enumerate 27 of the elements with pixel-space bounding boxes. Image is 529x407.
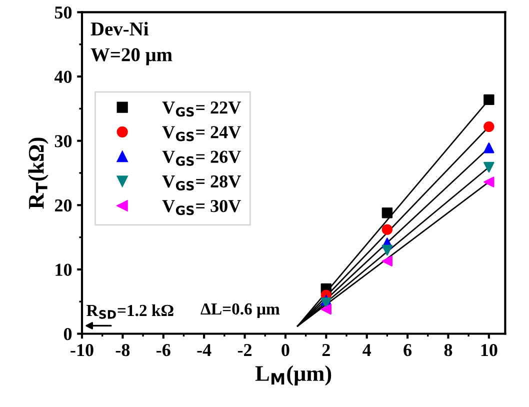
legend-title: Dev-Ni W=20 μm	[90, 22, 172, 66]
annotation: ΔL=0.6 μm	[200, 303, 280, 318]
y-tick-label: 30	[54, 135, 72, 148]
y-tick-label: 50	[54, 6, 72, 19]
x-tick-label: 10	[481, 344, 498, 356]
legend-label: V$_{GS}$= 30V	[162, 200, 241, 216]
x-tick-label: -2	[238, 344, 252, 356]
y-tick-label: 20	[54, 199, 72, 212]
x-tick-label: -4	[197, 344, 212, 356]
legend-label: V$_{GS}$= 24V	[162, 126, 241, 142]
y-tick-label: 0	[64, 328, 72, 340]
x-tick-label: -6	[156, 344, 170, 356]
legend-label: V$_{GS}$= 22V	[162, 102, 241, 117]
x-tick-label: -8	[116, 344, 130, 356]
x-tick-label: -10	[70, 344, 94, 356]
legend-label: V$_{GS}$= 26V	[162, 150, 241, 166]
x-tick-label: 2	[322, 344, 330, 356]
x-tick-label: 4	[362, 344, 372, 356]
legend-label: V$_{GS}$= 28V	[162, 175, 241, 191]
annotation: R$_{SD}$=1.2 kΩ	[86, 304, 174, 319]
y-tick-label: 10	[56, 264, 72, 276]
x-tick-label: 6	[404, 344, 412, 356]
y-axis-title: R$_{T}$(kΩ)	[28, 138, 48, 209]
x-tick-label: 8	[444, 344, 452, 356]
x-axis-title: L$_{M}$(μm)	[255, 365, 332, 386]
x-tick-label: 0	[282, 344, 290, 356]
y-tick-label: 40	[54, 70, 72, 83]
